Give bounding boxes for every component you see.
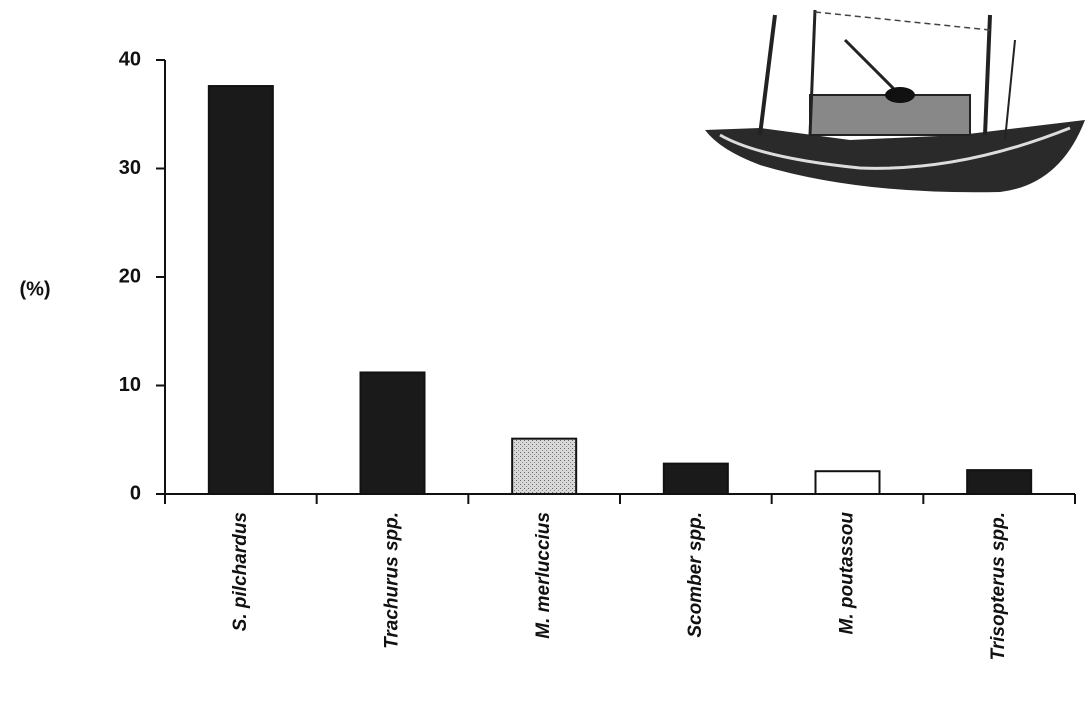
bar — [207, 85, 274, 495]
x-tick-label: S. pilchardus — [230, 512, 251, 631]
x-tick-label: M. merluccius — [533, 512, 554, 639]
bar — [662, 462, 729, 495]
y-tick-label: 10 — [119, 374, 141, 396]
y-axis-label: (%) — [19, 278, 50, 300]
y-tick-label: 0 — [130, 482, 141, 504]
y-tick-label: 40 — [119, 48, 141, 70]
x-tick-label: M. poutassou — [837, 512, 858, 635]
x-tick-label: Trachurus spp. — [382, 512, 403, 649]
bar — [966, 469, 1033, 496]
y-tick-label: 30 — [119, 157, 141, 179]
x-tick-label: Trisopterus spp. — [988, 512, 1009, 661]
bar — [359, 371, 426, 496]
y-tick-label: 20 — [119, 265, 141, 287]
boat-illustration — [705, 9, 1085, 193]
bar — [814, 470, 881, 495]
x-tick-label: Scomber spp. — [685, 512, 706, 638]
bar — [511, 437, 578, 496]
